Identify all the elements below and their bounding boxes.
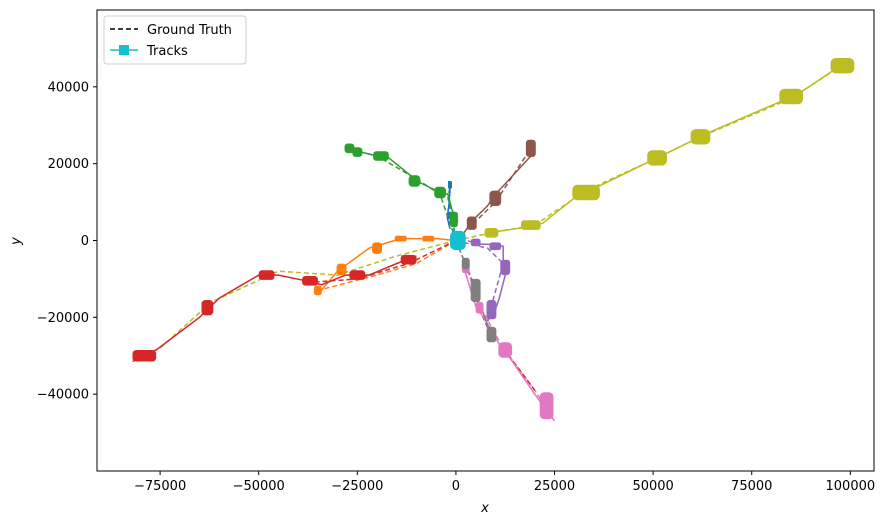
track-marker-cluster-40 bbox=[450, 230, 466, 251]
x-axis-label: x bbox=[480, 501, 489, 516]
y-tick-label-0: −40000 bbox=[37, 388, 89, 403]
track-line-8 bbox=[487, 59, 851, 234]
track-line-1 bbox=[317, 237, 456, 295]
y-tick-label-1: −20000 bbox=[37, 311, 89, 326]
track-marker-cluster-31 bbox=[500, 259, 511, 276]
track-marker-cluster-29 bbox=[470, 238, 481, 247]
x-tick-label-6: 75000 bbox=[731, 479, 772, 494]
track-marker-cluster-19 bbox=[525, 139, 536, 157]
track-marker-cluster-20 bbox=[489, 190, 502, 206]
track-marker-cluster-7 bbox=[132, 350, 157, 362]
ground-truth-path-5 bbox=[455, 147, 532, 242]
track-marker-cluster-39 bbox=[830, 58, 855, 74]
track-marker-cluster-11 bbox=[349, 270, 366, 280]
x-tick-label-0: −75000 bbox=[134, 479, 186, 494]
legend-tracks-marker bbox=[119, 45, 129, 55]
x-axis: −75000 −50000 −25000 0 25000 50000 75000 100000 bbox=[134, 471, 875, 494]
track-marker-cluster-0 bbox=[448, 181, 452, 189]
track-marker-cluster-26 bbox=[461, 257, 470, 270]
legend-ground-truth-label: Ground Truth bbox=[147, 23, 232, 38]
track-marker-cluster-25 bbox=[539, 392, 554, 420]
track-marker-cluster-37 bbox=[690, 129, 711, 145]
y-tick-label-2: 0 bbox=[81, 234, 89, 249]
track-marker-cluster-14 bbox=[352, 147, 363, 157]
x-tick-label-2: −25000 bbox=[331, 479, 383, 494]
track-marker-cluster-27 bbox=[470, 278, 481, 302]
x-tick-label-5: 50000 bbox=[632, 479, 673, 494]
track-marker-cluster-18 bbox=[450, 211, 458, 228]
plot-frame bbox=[96, 9, 875, 472]
x-tick-label-4: 25000 bbox=[534, 479, 575, 494]
y-axis-label: y bbox=[9, 237, 24, 246]
track-marker-cluster-34 bbox=[521, 220, 541, 230]
data-layer bbox=[132, 58, 855, 422]
track-marker-cluster-6 bbox=[422, 235, 435, 242]
y-tick-label-3: 20000 bbox=[48, 157, 89, 172]
track-marker-cluster-3 bbox=[336, 263, 347, 276]
legend-tracks-label: Tracks bbox=[146, 44, 188, 59]
track-marker-cluster-13 bbox=[344, 143, 355, 154]
y-tick-label-4: 40000 bbox=[48, 80, 89, 95]
track-marker-cluster-38 bbox=[779, 88, 803, 105]
y-axis: −40000 −20000 0 20000 40000 bbox=[37, 80, 97, 403]
track-marker-cluster-30 bbox=[489, 242, 502, 251]
track-marker-cluster-28 bbox=[486, 326, 497, 343]
track-line-2 bbox=[132, 255, 417, 363]
track-marker-cluster-35 bbox=[572, 184, 600, 201]
track-marker-cluster-8 bbox=[201, 300, 214, 316]
track-marker-cluster-5 bbox=[394, 235, 407, 242]
legend-box bbox=[103, 15, 247, 65]
ground-truth-path-1 bbox=[317, 239, 457, 292]
track-line-7 bbox=[467, 239, 508, 322]
x-tick-label-7: 100000 bbox=[826, 479, 876, 494]
track-marker-cluster-2 bbox=[313, 285, 322, 296]
x-tick-label-1: −50000 bbox=[233, 479, 285, 494]
track-marker-cluster-21 bbox=[466, 216, 477, 230]
track-marker-cluster-10 bbox=[302, 276, 318, 286]
x-tick-label-3: 0 bbox=[452, 479, 460, 494]
track-marker-cluster-16 bbox=[408, 175, 421, 187]
legend: Ground Truth Tracks bbox=[103, 15, 247, 65]
track-marker-cluster-15 bbox=[373, 151, 389, 161]
track-marker-cluster-33 bbox=[484, 228, 499, 238]
track-marker-cluster-32 bbox=[486, 300, 497, 320]
track-marker-cluster-4 bbox=[372, 242, 382, 254]
ground-truth-path-0 bbox=[447, 186, 457, 241]
track-line-3 bbox=[345, 145, 459, 222]
track-marker-cluster-17 bbox=[434, 186, 446, 199]
track-marker-cluster-12 bbox=[400, 254, 417, 265]
track-marker-cluster-36 bbox=[647, 150, 667, 166]
track-marker-cluster-9 bbox=[258, 270, 275, 280]
track-marker-cluster-23 bbox=[475, 302, 484, 314]
track-marker-cluster-24 bbox=[498, 342, 513, 358]
